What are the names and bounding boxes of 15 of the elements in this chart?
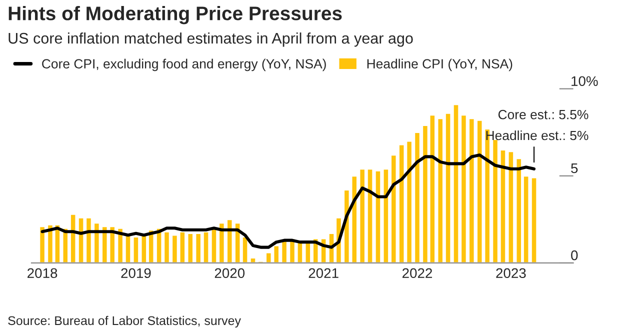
x-tick-label: 2019 (121, 268, 151, 278)
legend-label: Headline CPI (YoY, NSA) (367, 58, 512, 72)
x-tick-label: 2023 (496, 268, 526, 278)
chart-title: Hints of Moderating Price Pressures (8, 6, 342, 24)
y-tick-label: 10% (572, 76, 598, 86)
y-tick-label: 5 (571, 163, 578, 174)
annotation: Core est.: 5.5% (498, 110, 588, 120)
x-tick-label: 2022 (402, 268, 432, 278)
y-tick-label: 0 (571, 250, 578, 260)
legend-label: Core CPI, excluding food and energy (YoY, NSA) (42, 58, 326, 72)
x-tick-label: 2021 (308, 268, 338, 278)
source-note: Source: Bureau of Labor Statistics, survey (8, 316, 241, 328)
x-tick-label: 2018 (28, 268, 58, 278)
x-tick-label: 2020 (214, 268, 245, 278)
chart-subtitle: US core inflation matched estimates in April from a year ago (8, 32, 413, 47)
